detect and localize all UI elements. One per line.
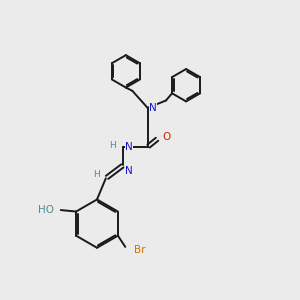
Text: N: N — [125, 166, 132, 176]
Text: O: O — [162, 132, 171, 142]
Text: N: N — [149, 103, 157, 113]
Text: N: N — [125, 142, 132, 152]
Text: H: H — [94, 170, 100, 179]
Text: H: H — [110, 141, 116, 150]
Text: HO: HO — [38, 205, 54, 215]
Text: Br: Br — [134, 245, 146, 255]
